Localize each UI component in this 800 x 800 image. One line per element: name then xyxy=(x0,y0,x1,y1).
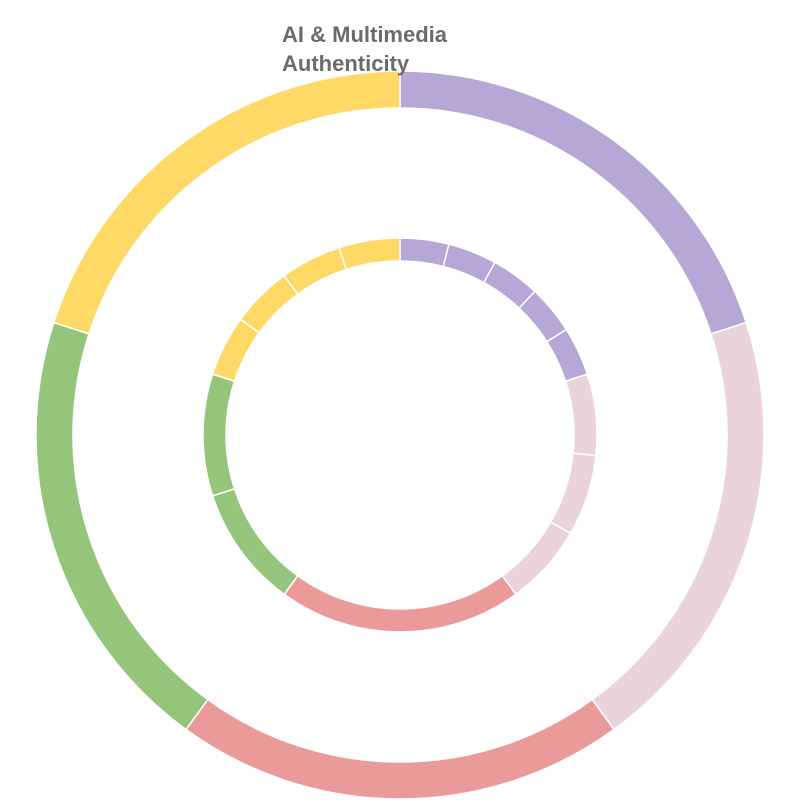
outer-segment-4 xyxy=(35,321,209,731)
inner-segment-5-3 xyxy=(283,246,348,296)
inner-ring xyxy=(202,237,598,633)
inner-segment-5-4 xyxy=(338,237,401,271)
outer-segment-5 xyxy=(52,70,401,335)
chart-title: AI & Multimedia Authenticity xyxy=(282,22,448,76)
inner-segment-2-2 xyxy=(549,452,597,535)
inner-segment-5-2 xyxy=(239,274,299,334)
inner-segment-4-2 xyxy=(202,373,236,497)
inner-segment-1-1 xyxy=(399,237,450,268)
outer-segment-1 xyxy=(399,70,748,335)
inner-segment-1-5 xyxy=(545,328,589,383)
inner-segment-3-1 xyxy=(283,574,517,633)
inner-segment-4-1 xyxy=(211,487,299,596)
outer-segment-3 xyxy=(184,698,616,800)
inner-segment-2-1 xyxy=(564,373,598,457)
outer-segment-2 xyxy=(591,321,765,731)
outer-ring xyxy=(35,70,765,800)
inner-segment-2-3 xyxy=(501,520,572,596)
